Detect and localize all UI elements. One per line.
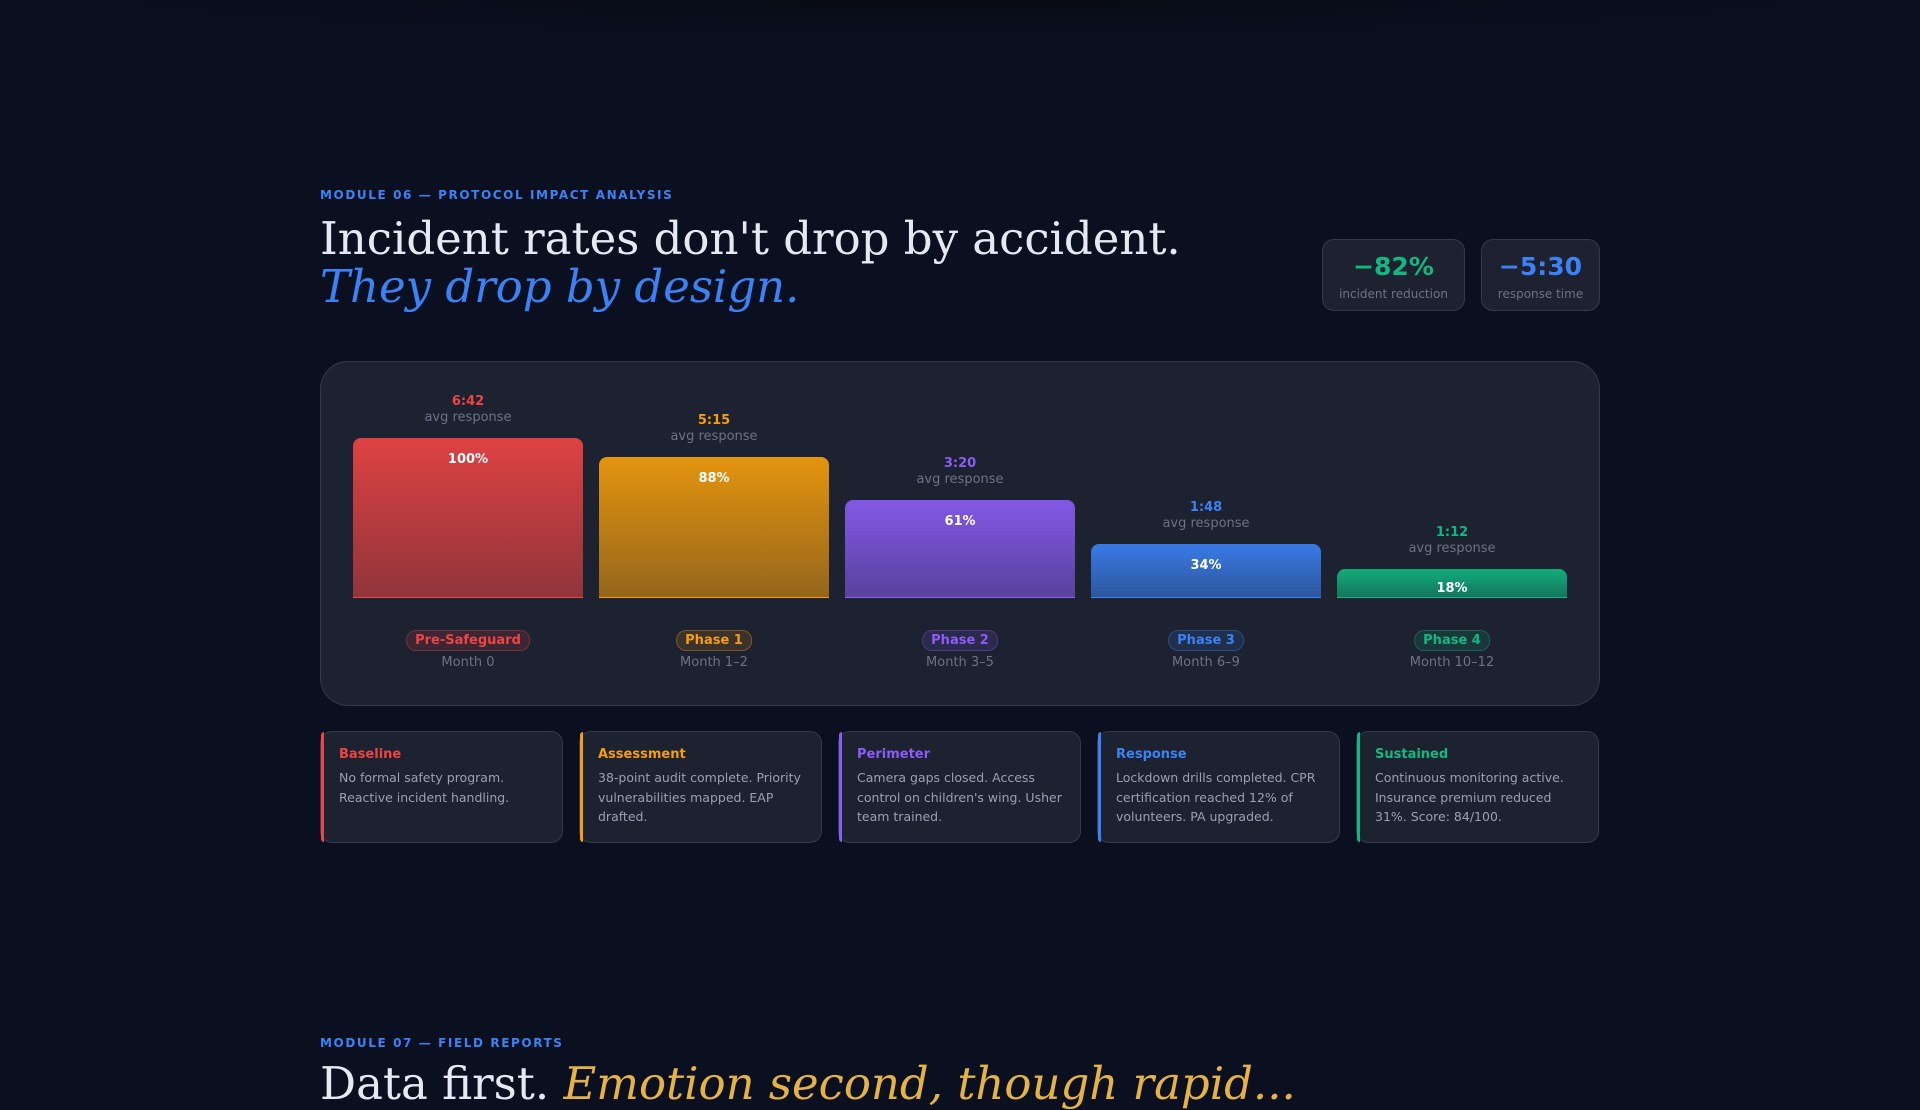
bar-value-label: 34% (1190, 557, 1222, 573)
phase-badge: Phase 3 (1168, 630, 1244, 651)
avg-response-value: 6:42 (451, 394, 485, 409)
accent-edge (580, 732, 583, 842)
avg-response-value: 1:48 (1189, 499, 1223, 515)
avg-response-value: 3:20 (943, 456, 977, 472)
phase-description-title: Response (1116, 747, 1187, 762)
phase-month: Month 0 (441, 655, 495, 670)
impact-chart: 6:42 avg response 100% Pre-Safeguard Month 0… (320, 361, 1600, 706)
accent-edge (321, 732, 324, 842)
bar: 18% (1337, 569, 1567, 598)
headline-line-1: Incident rates don't drop by accident. (320, 212, 1181, 265)
bar-column: 3:20 avg response 61% Phase 2 Month 3–5 (845, 362, 1075, 705)
bar-value-label: 100% (447, 452, 489, 467)
phase-description-text: Camera gaps closed. Access control on ch… (857, 770, 1062, 824)
phase-description-text: 38-point audit complete. Priority vulner… (598, 770, 801, 824)
bar-value-label: 88% (698, 471, 730, 487)
accent-edge (839, 732, 842, 842)
page-title: Incident rates don't drop by accident. T… (320, 215, 1181, 311)
top-shadow (0, 0, 1920, 40)
avg-response-label: avg response (916, 472, 1004, 488)
accent-edge (1357, 732, 1360, 842)
section-title-next: Data first. Emotion second, though rapid… (320, 1060, 1296, 1108)
bar: 34% (1091, 543, 1321, 598)
phase-description-card: Assessment 38-point audit complete. Prior… (579, 731, 822, 843)
bar: 88% (599, 457, 829, 598)
stat-value: −5:30 (1498, 252, 1583, 281)
phase-description-title: Sustained (1375, 747, 1449, 762)
avg-response-value: 5:15 (697, 413, 731, 429)
bar-value-label: 61% (944, 514, 976, 530)
stat-card-incident-reduction: −82% incident reduction (1322, 239, 1465, 311)
stat-label: incident reduction (1339, 287, 1448, 301)
phase-description-title: Perimeter (857, 747, 931, 762)
bar-value-label: 18% (1436, 581, 1468, 597)
phase-description-text: Continuous monitoring active. Insurance … (1375, 770, 1564, 824)
phase-month: Month 1–2 (680, 655, 748, 670)
avg-response-label: avg response (670, 429, 758, 445)
stat-value: −82% (1353, 252, 1434, 281)
phase-month: Month 3–5 (926, 655, 994, 670)
module-eyebrow-next: MODULE 07 — FIELD REPORTS (320, 1036, 564, 1050)
phase-description-title: Baseline (339, 747, 402, 762)
bar-column: 1:48 avg response 34% Phase 3 Month 6–9 (1091, 362, 1321, 705)
phase-month: Month 6–9 (1172, 655, 1240, 670)
section-title-start: Data first. (320, 1057, 564, 1110)
module-eyebrow: MODULE 06 — PROTOCOL IMPACT ANALYSIS (320, 188, 674, 202)
phase-description-card: Sustained Continuous monitoring active. I… (1356, 731, 1599, 843)
bar-column: 6:42 avg response 100% Pre-Safeguard Month 0 (353, 362, 583, 705)
phase-badge: Phase 2 (922, 630, 998, 651)
avg-response-label: avg response (1162, 515, 1250, 531)
phase-badge: Pre-Safeguard (406, 630, 530, 651)
phase-description-text: Lockdown drills completed. CPR certifica… (1116, 770, 1316, 824)
phase-description-card: Perimeter Camera gaps closed. Access cont… (838, 731, 1081, 843)
headline-line-2: They drop by design. (320, 260, 800, 313)
stat-label: response time (1497, 287, 1584, 301)
bar-column: 5:15 avg response 88% Phase 1 Month 1–2 (599, 362, 829, 705)
bar: 100% (353, 438, 583, 598)
avg-response-label: avg response (424, 410, 512, 425)
bar: 61% (845, 500, 1075, 598)
phase-badge: Phase 1 (676, 630, 752, 651)
section-title-accent: Emotion second, though rapid... (563, 1057, 1296, 1110)
bar-column: 1:12 avg response 18% Phase 4 Month 10–12 (1337, 362, 1567, 705)
accent-edge (1098, 732, 1101, 842)
phase-month: Month 10–12 (1409, 655, 1495, 670)
phase-description-card: Response Lockdown drills completed. CPR c… (1097, 731, 1340, 843)
phase-description-title: Assessment (598, 747, 686, 762)
phase-badge: Phase 4 (1414, 630, 1490, 651)
phase-description-card: Baseline No formal safety program. Reacti… (320, 731, 563, 843)
stat-card-response-time: −5:30 response time (1481, 239, 1600, 311)
avg-response-label: avg response (1408, 541, 1496, 557)
avg-response-value: 1:12 (1435, 525, 1469, 541)
phase-description-text: No formal safety program. Reactive incid… (339, 770, 510, 805)
